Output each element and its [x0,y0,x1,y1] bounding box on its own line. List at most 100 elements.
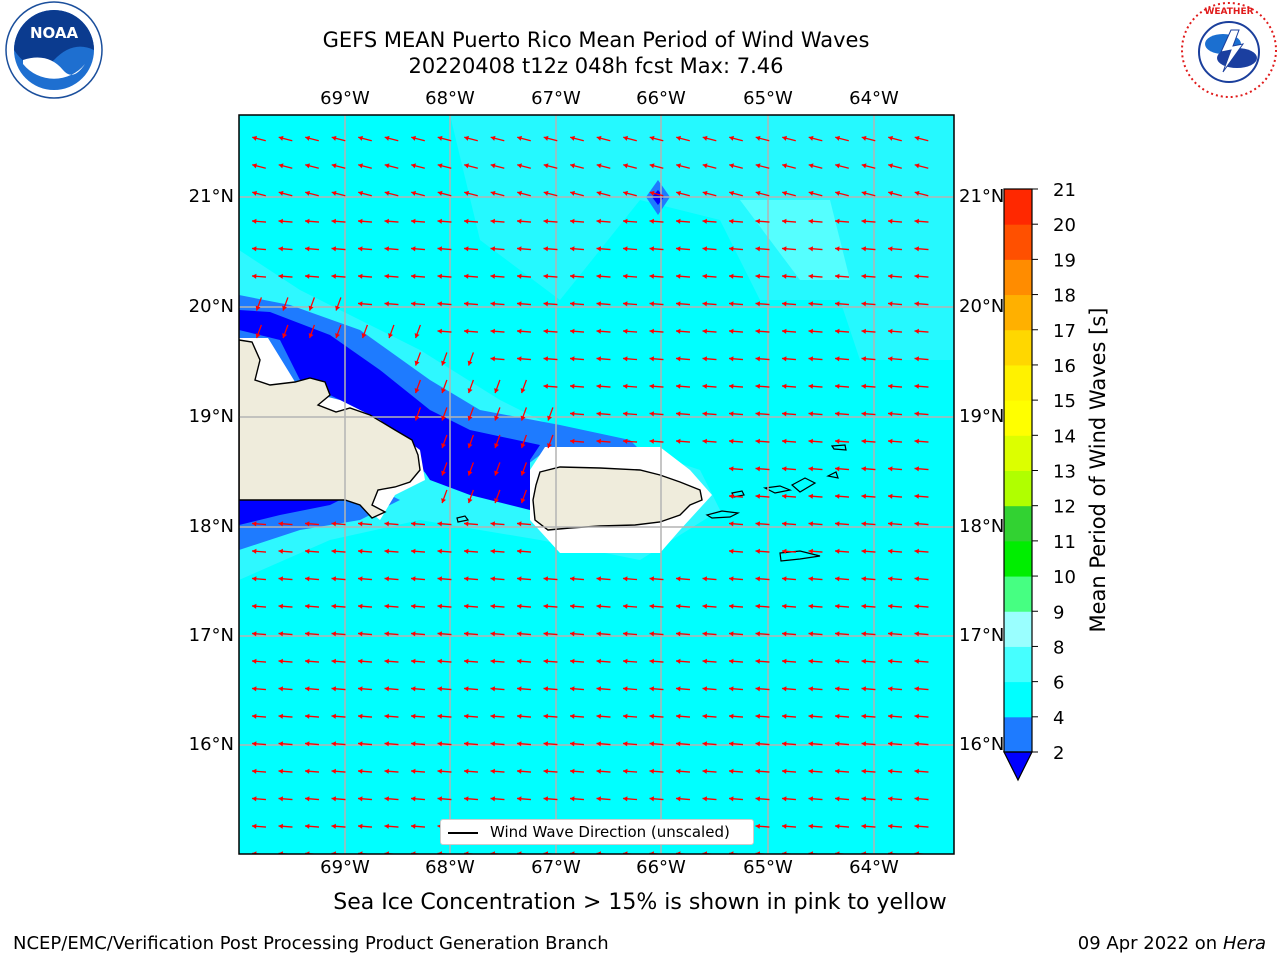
wind-arrow [410,658,426,664]
wind-arrow [888,135,902,142]
wind-arrow [411,135,425,142]
wind-arrow [490,658,505,664]
wind-arrow [755,411,770,417]
wind-arrow [834,411,850,417]
wind-arrow [494,434,501,449]
wind-arrow [702,796,717,802]
wind-arrow [331,768,346,774]
colorbar: 2 4 6 8 9 10 11 12 13 14 15 16 17 18 19 20 21 [1003,180,1076,782]
wind-arrow [596,163,611,169]
wind-arrow [835,135,849,142]
wind-arrow [649,246,664,252]
wind-arrow [357,768,373,774]
wind-arrow [675,741,691,747]
wind-arrow [887,768,903,774]
wind-arrow [622,218,638,224]
wind-arrow [255,297,263,311]
wind-arrow [304,823,320,829]
wind-arrow [543,135,558,142]
lon-tick-bottom: 65°W [743,857,793,878]
wind-arrow [622,658,638,664]
wind-arrow [467,434,475,449]
wind-arrow [278,218,293,224]
wind-arrow [622,576,638,582]
wind-arrow [728,218,744,224]
wind-arrow [357,301,373,307]
wind-arrow [520,407,528,421]
wind-arrow [282,324,289,339]
wind-arrow [384,796,399,802]
wind-arrow [463,328,479,334]
wind-arrow [622,603,638,609]
lat-tick-right: 19°N [959,406,1005,427]
wind-arrow [569,631,585,637]
wind-arrow [547,434,554,449]
wind-arrow [547,407,554,421]
wind-arrow [464,190,478,197]
wind-arrow [357,576,373,582]
wind-arrow [467,352,475,366]
wind-arrow [331,218,346,224]
wind-arrow [781,246,797,252]
wind-arrow [441,434,448,449]
wind-arrow [437,246,452,252]
wind-arrow [861,548,876,554]
wind-arrow [808,135,823,142]
wind-arrow [357,218,373,224]
wind-arrow [702,631,717,637]
wind-arrow [569,713,585,719]
wind-arrow [361,324,369,339]
wind-arrow [728,273,744,279]
wind-arrow [781,548,797,554]
wind-arrow [808,328,823,334]
lat-tick-left: 21°N [188,186,234,207]
lat-tick-right: 16°N [959,734,1005,755]
wind-arrow [569,218,585,224]
wind-arrow [490,273,505,279]
wind-arrow [861,190,876,197]
wind-arrow [808,741,823,747]
wind-arrow [278,548,293,554]
svg-text:WEATHER: WEATHER [1204,7,1253,17]
wind-arrow [781,686,797,692]
wind-arrow [543,686,558,692]
wind-arrow [675,273,691,279]
wind-arrow [834,713,850,719]
wind-arrow [861,438,876,444]
wind-arrow [543,218,558,224]
wind-arrow [887,246,903,252]
wind-arrow [335,324,342,339]
wind-arrow [357,246,373,252]
wind-arrow [808,218,823,224]
wind-arrow [622,796,638,802]
lon-tick-bottom: 68°W [425,857,475,878]
wind-arrow [914,218,929,224]
wind-arrow [357,686,373,692]
wind-arrow [596,576,611,582]
wind-arrow [463,768,479,774]
wind-arrow [463,548,479,554]
wind-arrow [516,246,532,252]
wind-arrow [463,658,479,664]
colorbar-segment [1004,329,1032,366]
wind-arrow [834,576,850,582]
noaa-logo-text: NOAA [30,24,79,42]
wind-arrow [410,631,426,637]
colorbar-segment [1004,681,1032,718]
wind-arrow [649,163,664,169]
wind-arrow [834,823,850,829]
wind-arrow [861,823,876,829]
lon-tick-top: 65°W [743,88,793,109]
wind-arrow [861,713,876,719]
colorbar-segment [1004,364,1032,401]
wind-arrow [331,190,346,197]
wind-arrow [384,135,399,142]
lon-tick-bottom: 66°W [636,857,686,878]
wind-arrow [251,521,267,527]
wind-arrow [649,631,664,637]
wind-arrow [384,658,399,664]
wind-arrow [755,576,770,582]
wind-arrow [516,521,532,527]
wind-arrow [675,438,691,444]
